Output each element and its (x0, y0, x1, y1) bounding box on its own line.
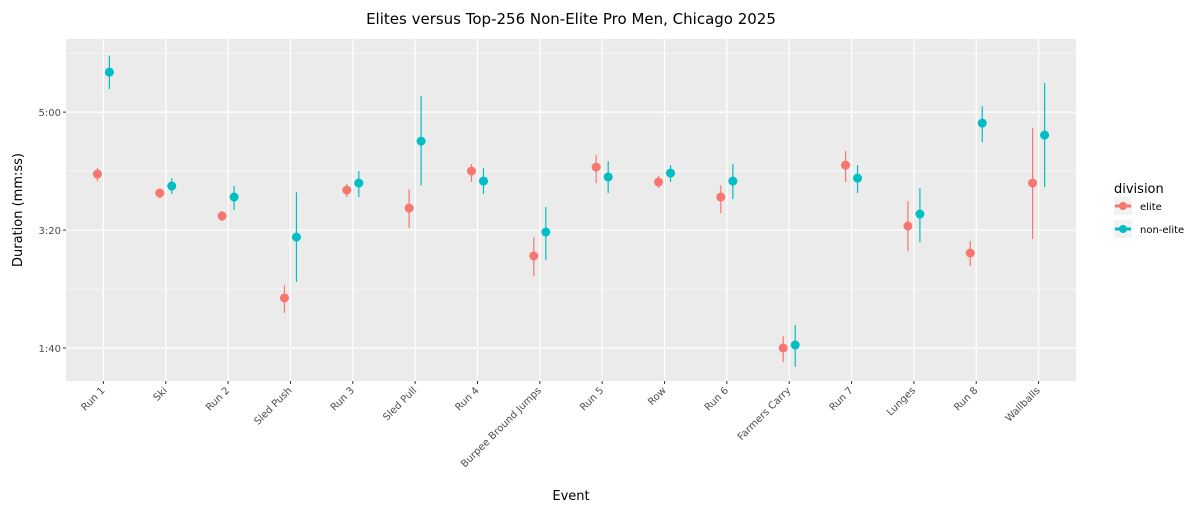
elite-point (466, 166, 476, 176)
x-tick-label: Run 2 (204, 385, 232, 413)
elite-point (716, 192, 726, 202)
elite-point (591, 162, 601, 172)
legend-title: division (1114, 182, 1164, 197)
non-elite-point (541, 227, 551, 237)
non-elite-point (229, 192, 239, 202)
plot-panel (66, 39, 1076, 381)
x-tick-label: Run 1 (79, 385, 107, 413)
y-tick-label: 3:20 (39, 226, 61, 237)
elite-point (404, 203, 414, 213)
chart-title: Elites versus Top-256 Non-Elite Pro Men,… (366, 10, 776, 28)
non-elite-point (104, 67, 114, 77)
non-elite-point (666, 168, 676, 178)
x-tick-label: Lunges (885, 385, 918, 418)
y-axis-label: Duration (mm:ss) (11, 153, 26, 267)
y-tick-label: 1:40 (39, 344, 61, 355)
non-elite-point (167, 181, 177, 191)
non-elite-point (291, 232, 301, 242)
x-tick-label: Farmers Carry (736, 385, 794, 443)
x-tick-label: Ski (152, 385, 170, 403)
elite-point (778, 343, 788, 353)
x-tick-label: Run 8 (952, 385, 980, 413)
legend-label-elite: elite (1140, 202, 1162, 213)
non-elite-point (915, 209, 925, 219)
elite-point (92, 169, 102, 179)
x-tick-label: Wallballs (1004, 385, 1043, 424)
elite-point (654, 177, 664, 187)
y-tick-label: 5:00 (39, 108, 61, 119)
non-elite-point (853, 173, 863, 183)
elite-point (965, 248, 975, 258)
non-elite-point (603, 172, 613, 182)
x-tick-label: Row (646, 385, 668, 407)
x-tick-label: Sled Push (252, 385, 294, 427)
elite-point (841, 160, 851, 170)
x-tick-label: Run 6 (703, 385, 731, 413)
x-tick-label: Run 7 (828, 385, 856, 413)
legend-key-point (1119, 202, 1127, 210)
legend-label-non-elite: non-elite (1140, 225, 1184, 236)
elite-point (1028, 178, 1038, 188)
x-tick-label: Run 5 (578, 385, 606, 413)
non-elite-point (1040, 130, 1050, 140)
elite-point (155, 188, 165, 198)
legend: division elite non-elite (1114, 182, 1184, 238)
elite-point (529, 251, 539, 261)
elite-point (217, 211, 227, 221)
elite-point (903, 221, 913, 231)
non-elite-point (478, 176, 488, 186)
x-tick-label: Run 4 (454, 385, 482, 413)
non-elite-point (416, 136, 426, 146)
non-elite-point (977, 118, 987, 128)
x-axis-label: Event (552, 489, 589, 504)
x-tick-label: Sled Pull (381, 385, 419, 423)
non-elite-point (354, 178, 364, 188)
x-tick-label: Run 3 (329, 385, 357, 413)
legend-key-point (1119, 225, 1127, 233)
non-elite-point (728, 176, 738, 186)
non-elite-point (790, 340, 800, 350)
elite-point (279, 293, 289, 303)
elite-point (342, 185, 352, 195)
